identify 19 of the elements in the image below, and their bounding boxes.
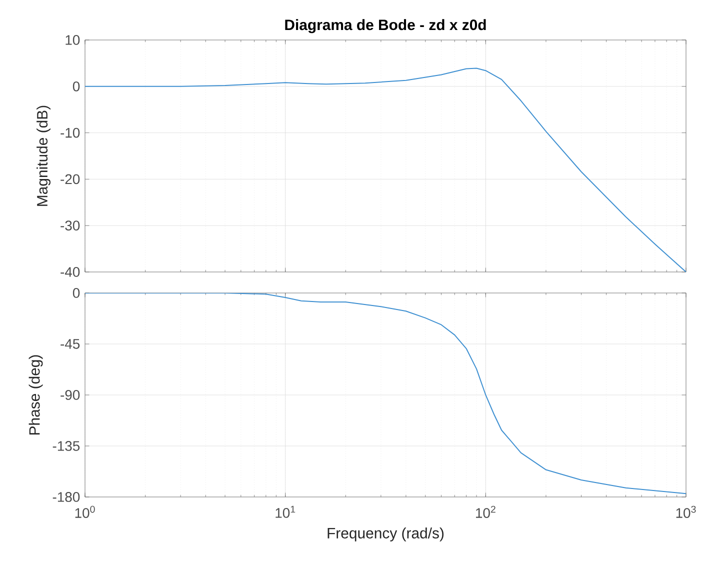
chart-title: Diagrama de Bode - zd x z0d bbox=[285, 19, 486, 34]
y-tick-label: -90 bbox=[60, 390, 80, 400]
x-tick-label: 10$^{1}$ bbox=[276, 506, 296, 518]
y-tick-label: -10 bbox=[60, 128, 80, 138]
x-tick-label: 10$^{0}$ bbox=[75, 506, 95, 518]
y-tick-label: 0 bbox=[72, 81, 80, 92]
y-axis-title: Magnitude (dB) bbox=[36, 106, 50, 206]
y-tick-label: -30 bbox=[60, 220, 80, 231]
x-axis-title: Frequency (rad/s) bbox=[328, 527, 444, 542]
y-tick-label: 10 bbox=[66, 35, 80, 45]
x-tick-label: 10$^{3}$ bbox=[676, 506, 696, 518]
y-axis-title: Phase (deg) bbox=[28, 355, 43, 434]
y-tick-label: -180 bbox=[52, 492, 80, 502]
y-tick-label: -45 bbox=[60, 339, 80, 349]
y-tick-label: 0 bbox=[72, 288, 80, 298]
y-tick-label: -135 bbox=[52, 441, 80, 451]
y-tick-label: -40 bbox=[60, 267, 80, 277]
x-tick-label: 10$^{2}$ bbox=[476, 506, 496, 518]
y-tick-label: -20 bbox=[60, 174, 80, 184]
